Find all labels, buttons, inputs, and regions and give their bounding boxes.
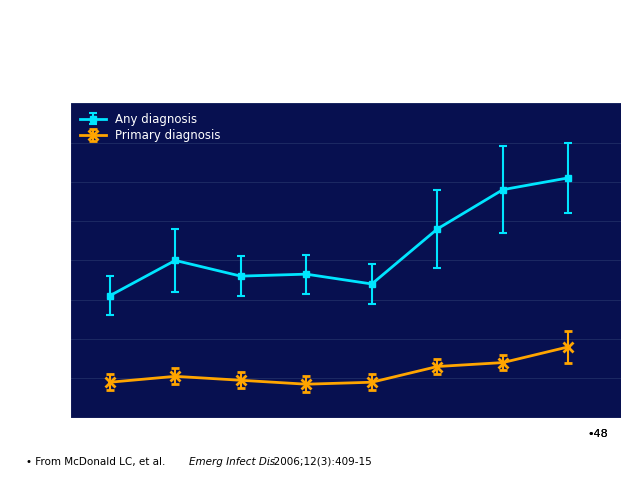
X-axis label: Year: Year [328, 445, 363, 459]
Y-axis label: Discharges per 100,000 Population: Discharges per 100,000 Population [31, 169, 41, 352]
Text: Emerg Infect Dis: Emerg Infect Dis [189, 456, 275, 467]
Text: •48: •48 [588, 429, 608, 439]
Text: •48: •48 [588, 429, 608, 439]
Legend: Any diagnosis, Primary diagnosis: Any diagnosis, Primary diagnosis [76, 109, 224, 146]
Text: • From McDonald LC, et al.: • From McDonald LC, et al. [26, 456, 168, 467]
Text: . 2006;12(3):409-15: . 2006;12(3):409-15 [267, 456, 372, 467]
